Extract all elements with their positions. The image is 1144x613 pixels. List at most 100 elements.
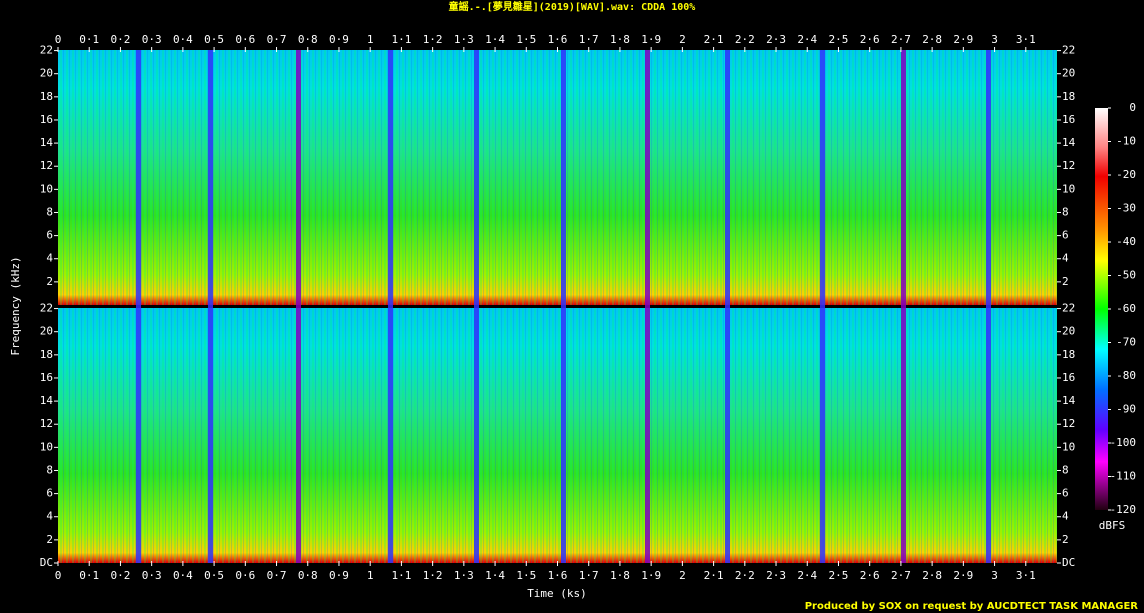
x-tick-label: 0·2	[111, 33, 131, 46]
x-tick-label: 2·8	[922, 569, 942, 582]
x-tick-label: 0·8	[298, 33, 318, 46]
x-tick-label: 2·3	[766, 569, 786, 582]
x-tick-label: 0	[55, 569, 62, 582]
y-tick-label: 8	[1062, 463, 1069, 476]
x-tick-label: 0·2	[111, 569, 131, 582]
x-tick-label: 0·8	[298, 569, 318, 582]
y-tick-label: 12	[1062, 159, 1075, 172]
x-tick-label: 0·1	[79, 33, 99, 46]
x-tick-label: 1·4	[485, 569, 505, 582]
y-tick-label: 12	[1062, 417, 1075, 430]
x-tick-label: 1·6	[548, 569, 568, 582]
y-tick-label: 22	[1062, 302, 1075, 315]
x-tick-label: 2·5	[829, 33, 849, 46]
y-tick-label: 18	[40, 90, 53, 103]
y-tick-label: 2	[1062, 533, 1069, 546]
x-tick-label: 0·9	[329, 569, 349, 582]
x-tick-label: 0	[55, 33, 62, 46]
x-tick-label: 2·3	[766, 33, 786, 46]
x-tick-label: 3	[991, 569, 998, 582]
y-tick-label: 16	[40, 371, 53, 384]
x-tick-label: 1·7	[579, 33, 599, 46]
y-tick-label: 2	[46, 275, 53, 288]
y-tick-label: 16	[40, 113, 53, 126]
y-tick-label: 16	[1062, 371, 1075, 384]
x-tick-label: 2·1	[704, 569, 724, 582]
y-tick-label: 20	[40, 67, 53, 80]
x-tick-label: 1·7	[579, 569, 599, 582]
y-tick-label: 10	[1062, 182, 1075, 195]
y-tick-label: 10	[40, 440, 53, 453]
x-tick-label: 1·3	[454, 33, 474, 46]
x-tick-label: 2·4	[797, 569, 817, 582]
colorbar-tick-label: -80	[1116, 369, 1136, 382]
y-tick-label: 18	[1062, 90, 1075, 103]
y-tick-label: 20	[1062, 325, 1075, 338]
colorbar-tick-label: -100	[1110, 436, 1137, 449]
x-tick-label: 1	[367, 569, 374, 582]
y-tick-label: 18	[40, 348, 53, 361]
y-tick-label: 8	[1062, 205, 1069, 218]
y-tick-label: 14	[1062, 394, 1076, 407]
colorbar-tick-label: -50	[1116, 269, 1136, 282]
y-tick-label: 22	[1062, 44, 1075, 57]
colorbar-label: dBFS	[1099, 519, 1126, 532]
chart-title: 童謡.-.[夢見雛星](2019)[WAV].wav: CDDA 100%	[449, 0, 696, 13]
colorbar-tick-label: -60	[1116, 302, 1136, 315]
y-tick-label: 6	[1062, 229, 1069, 242]
x-tick-label: 2	[679, 33, 686, 46]
x-tick-label: 0·6	[235, 33, 255, 46]
y-tick-label: 6	[46, 487, 53, 500]
y-tick-label: 4	[46, 510, 53, 523]
x-tick-label: 1	[367, 33, 374, 46]
colorbar-tick-label: 0	[1129, 101, 1136, 114]
y-tick-label: 12	[40, 159, 53, 172]
x-tick-label: 0·7	[267, 33, 287, 46]
y-tick-label: 20	[40, 325, 53, 338]
x-tick-label: 2·2	[735, 569, 755, 582]
x-tick-label: 2·6	[860, 569, 880, 582]
x-tick-label: 2·4	[797, 33, 817, 46]
x-tick-label: 2·9	[953, 33, 973, 46]
y-tick-label: 2	[1062, 275, 1069, 288]
colorbar-tick-label: -120	[1110, 503, 1137, 516]
x-tick-label: 0·1	[79, 569, 99, 582]
x-tick-label: 0·5	[204, 569, 224, 582]
x-tick-label: 1·1	[391, 569, 411, 582]
spectrogram-image	[58, 50, 1057, 563]
x-tick-label: 1·5	[516, 33, 536, 46]
x-tick-label: 0·7	[267, 569, 287, 582]
x-tick-label: 1·2	[423, 569, 443, 582]
y-tick-label: 14	[40, 136, 54, 149]
y-tick-label: 8	[46, 463, 53, 476]
x-tick-label: 1·3	[454, 569, 474, 582]
colorbar-tick-label: -40	[1116, 235, 1136, 248]
x-tick-label: 3·1	[1016, 569, 1036, 582]
colorbar-tick-label: -30	[1116, 202, 1136, 215]
colorbar-tick-label: -20	[1116, 168, 1136, 181]
x-tick-label: 1·9	[641, 569, 661, 582]
x-tick-label: 1·1	[391, 33, 411, 46]
x-tick-label: 0·3	[142, 569, 162, 582]
x-tick-label: 2·9	[953, 569, 973, 582]
y-tick-label: 22	[40, 302, 53, 315]
y-tick-label: DC	[1062, 556, 1075, 569]
x-tick-label: 3·1	[1016, 33, 1036, 46]
y-tick-label: 10	[40, 182, 53, 195]
x-tick-label: 0·4	[173, 33, 193, 46]
x-axis-label: Time (ks)	[527, 587, 587, 600]
x-tick-label: 2·6	[860, 33, 880, 46]
x-tick-label: 2·1	[704, 33, 724, 46]
x-tick-label: 1·8	[610, 569, 630, 582]
x-tick-label: 0·3	[142, 33, 162, 46]
colorbar-tick-label: -70	[1116, 336, 1136, 349]
x-tick-label: 0·6	[235, 569, 255, 582]
x-tick-label: 1·4	[485, 33, 505, 46]
x-tick-label: 0·9	[329, 33, 349, 46]
y-axis-label: Frequency (kHz)	[9, 256, 22, 355]
x-tick-label: 2·7	[891, 33, 911, 46]
y-tick-label: 4	[1062, 252, 1069, 265]
y-tick-label: 4	[1062, 510, 1069, 523]
x-tick-label: 1·9	[641, 33, 661, 46]
